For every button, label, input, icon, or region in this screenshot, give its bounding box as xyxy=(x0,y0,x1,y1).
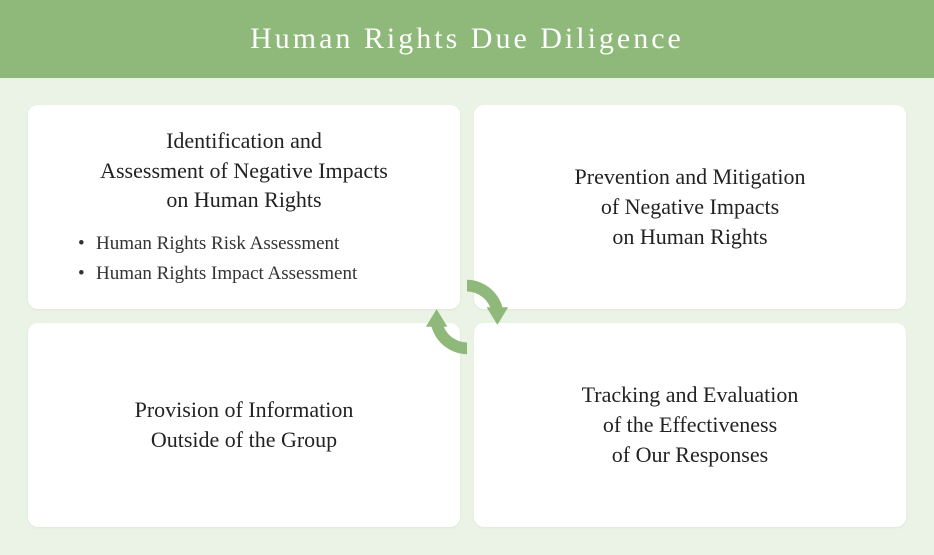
card-tracking: Tracking and Evaluationof the Effectiven… xyxy=(474,323,906,527)
card-bullets: Human Rights Risk Assessment Human Right… xyxy=(58,229,430,288)
infographic-container: Human Rights Due Diligence Identificatio… xyxy=(0,0,934,555)
card-title: Tracking and Evaluationof the Effectiven… xyxy=(582,380,799,469)
card-prevention: Prevention and Mitigationof Negative Imp… xyxy=(474,105,906,309)
header-bar: Human Rights Due Diligence xyxy=(0,0,934,78)
card-title: Identification andAssessment of Negative… xyxy=(100,126,388,215)
card-grid: Identification andAssessment of Negative… xyxy=(28,105,906,527)
card-provision: Provision of InformationOutside of the G… xyxy=(28,323,460,527)
bullet-item: Human Rights Risk Assessment xyxy=(78,229,430,258)
card-title: Prevention and Mitigationof Negative Imp… xyxy=(575,162,806,251)
header-title: Human Rights Due Diligence xyxy=(250,22,684,56)
card-identification: Identification andAssessment of Negative… xyxy=(28,105,460,309)
card-title: Provision of InformationOutside of the G… xyxy=(135,395,354,454)
bullet-item: Human Rights Impact Assessment xyxy=(78,259,430,288)
